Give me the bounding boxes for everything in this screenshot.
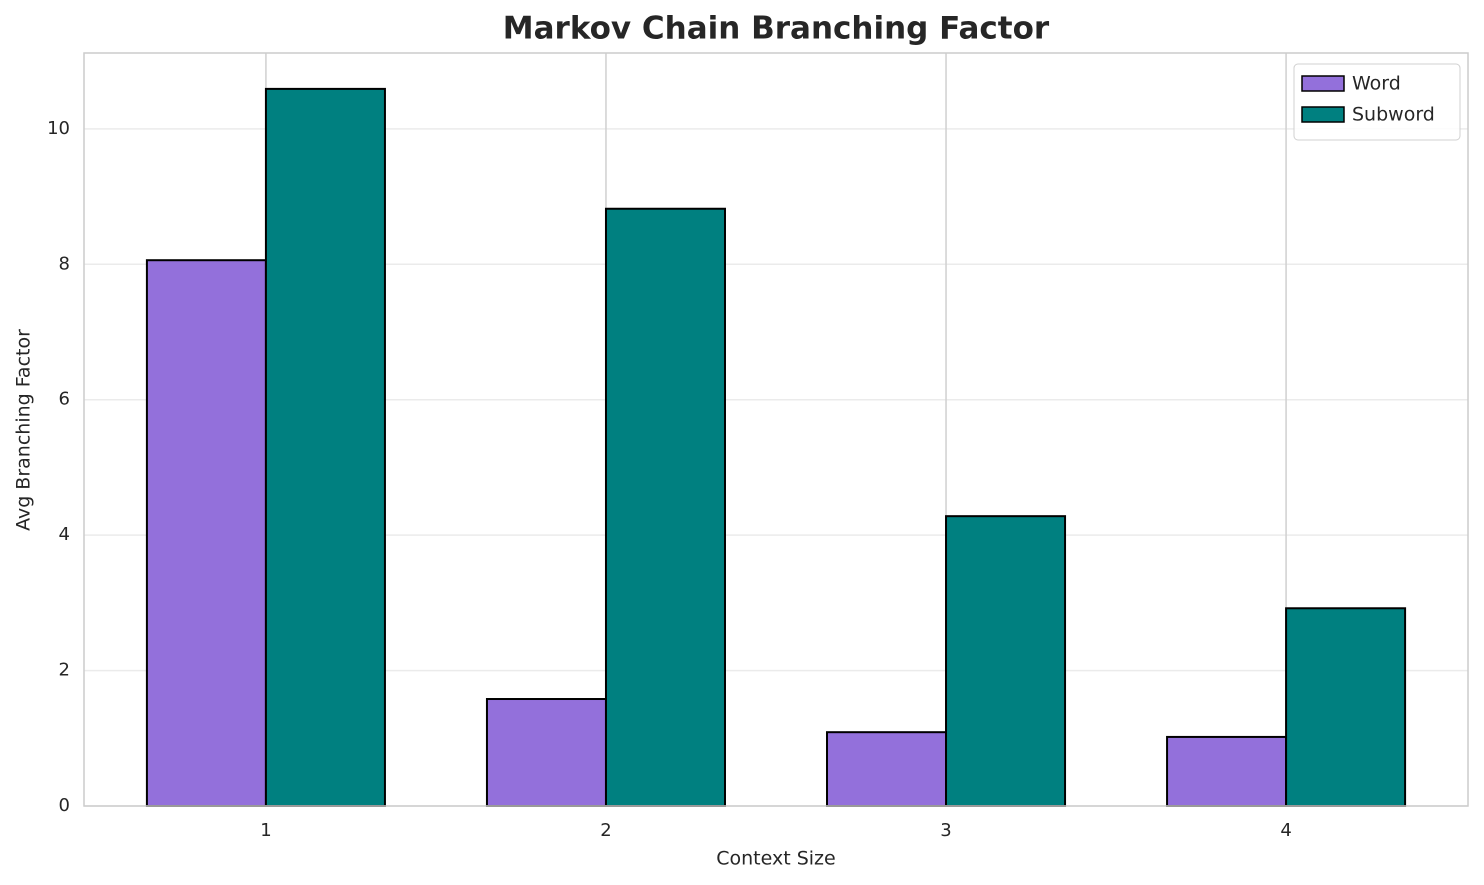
chart-title: Markov Chain Branching Factor [503, 11, 1050, 47]
bar [826, 731, 948, 808]
legend-swatch [1301, 106, 1345, 123]
x-tick-label: 4 [1280, 820, 1291, 841]
y-axis-label: Avg Branching Factor [13, 329, 35, 531]
bar [485, 698, 607, 807]
plot-frame [83, 52, 1469, 807]
y-tick-label: 10 [47, 118, 70, 139]
y-tick-label: 4 [59, 524, 70, 545]
bar [945, 515, 1067, 807]
bar [1285, 607, 1407, 807]
bar [264, 87, 386, 807]
y-tick-label: 0 [59, 795, 70, 816]
bar [1166, 735, 1288, 808]
y-tick-label: 6 [59, 389, 70, 410]
bar [604, 207, 726, 807]
x-axis-label: Context Size [716, 848, 835, 870]
x-tick-label: 3 [940, 820, 951, 841]
y-tick-label: 8 [59, 253, 70, 274]
legend-swatch [1301, 75, 1345, 92]
bar [145, 259, 267, 807]
legend-label: Subword [1352, 104, 1435, 126]
legend-label: Word [1352, 73, 1401, 95]
y-tick-label: 2 [59, 660, 70, 681]
x-tick-label: 2 [600, 820, 611, 841]
x-tick-label: 1 [260, 820, 271, 841]
